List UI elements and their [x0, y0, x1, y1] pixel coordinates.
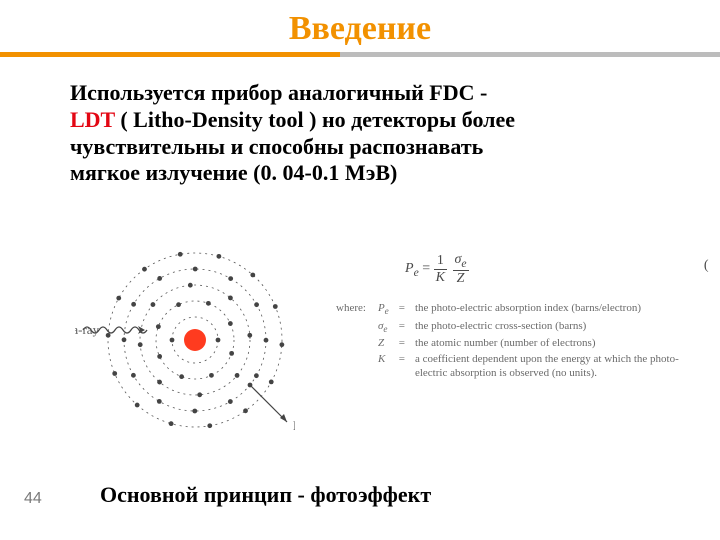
body-line1: Используется прибор аналогичный FDC - [70, 80, 487, 105]
pe-formula: Pe = 1 K σe Z ( [405, 252, 469, 287]
formula-num-b-sub: e [461, 257, 466, 270]
ldt-abbrev: LDT [70, 107, 115, 132]
formula-lhs-sub: e [414, 265, 419, 278]
body-paragraph: Используется прибор аналогичный FDC - LD… [70, 80, 670, 187]
formula-den-a: K [436, 270, 445, 285]
page-title: Введение [0, 10, 720, 48]
formula-lhs: P [405, 261, 414, 276]
footer-principle: Основной принцип - фотоэффект [100, 482, 431, 508]
formula-legend: where:Pe=the photo-electric absorption i… [330, 300, 700, 383]
formula-trail: ( [704, 258, 709, 274]
formula-den-b: Z [457, 271, 465, 286]
rule-orange [0, 52, 340, 57]
page-number: 44 [24, 490, 42, 508]
rule-gray [340, 52, 720, 57]
formula-num-a: 1 [437, 253, 444, 268]
svg-text:Gamma-ray: Gamma-ray [75, 322, 100, 337]
formula-eq: = [422, 261, 430, 276]
body-line3: чувствительны и способны распознавать [70, 134, 483, 159]
body-line4: мягкое излучение (0. 04-0.1 МэВ) [70, 160, 397, 185]
atom-diagram: Gamma-ray E [75, 240, 295, 440]
body-line2: ( Litho-Density tool ) но детекторы боле… [115, 107, 515, 132]
svg-text:E: E [293, 418, 295, 433]
